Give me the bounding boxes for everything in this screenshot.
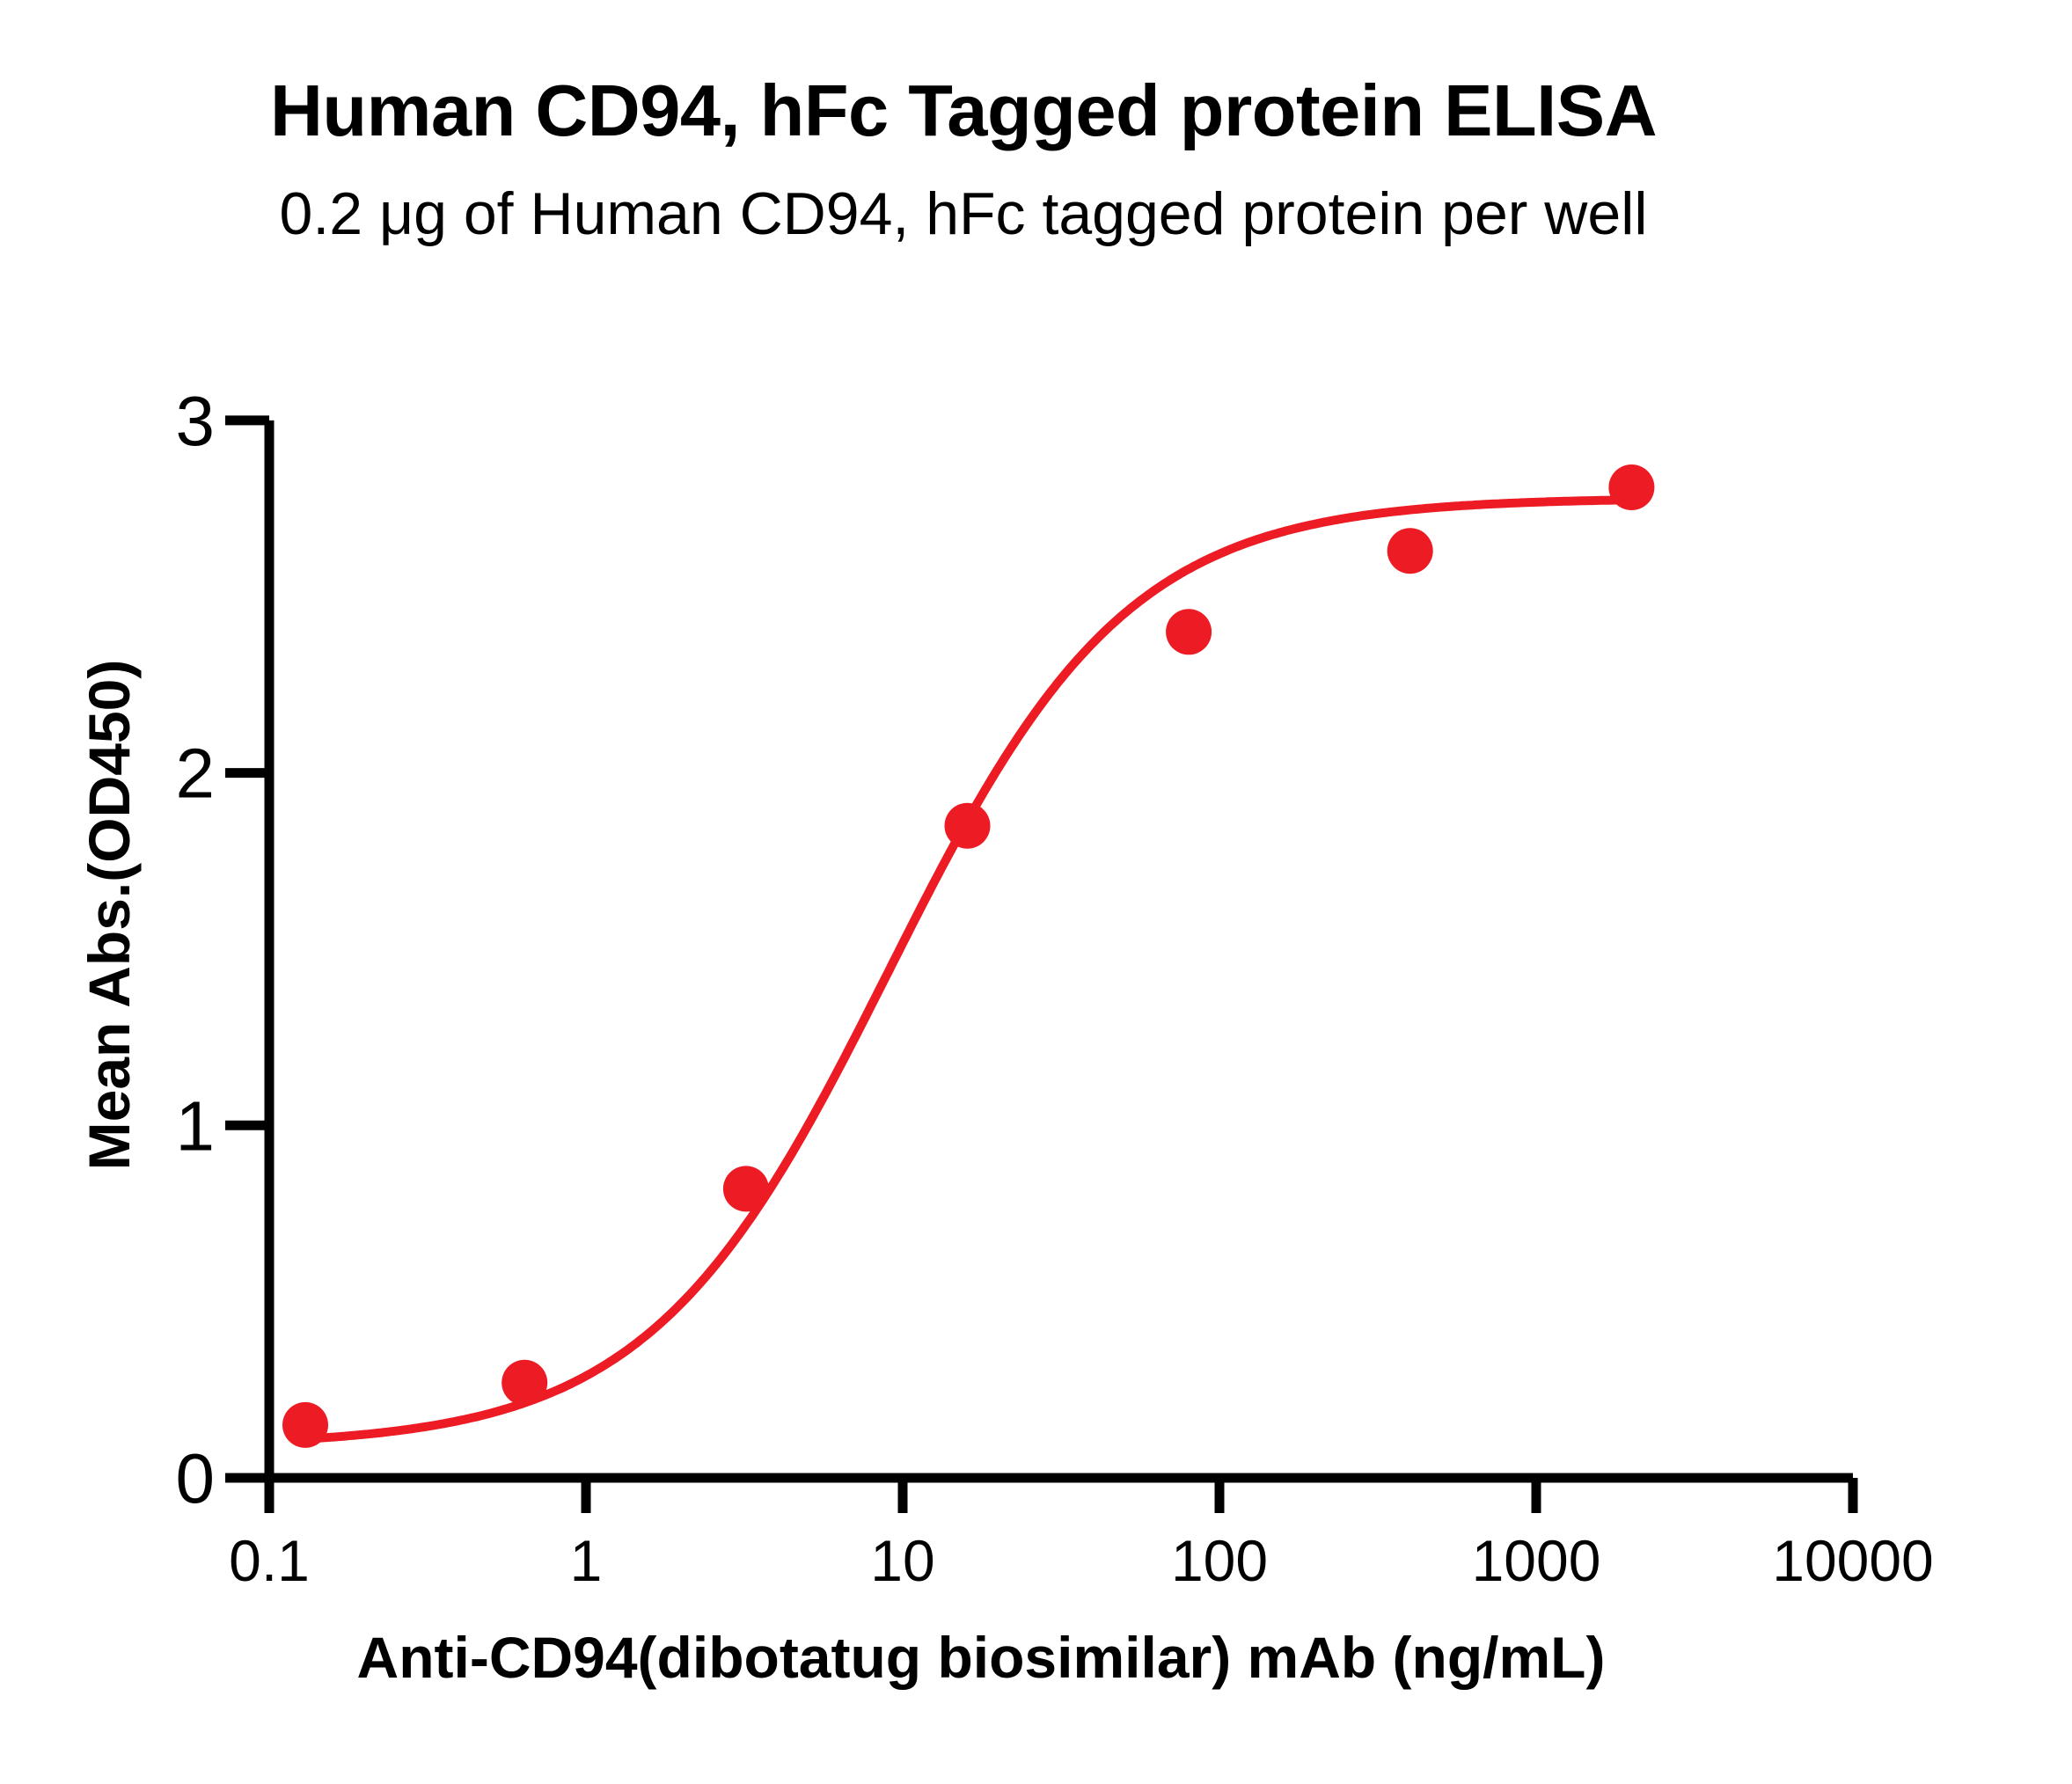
x-tick-label: 10 — [870, 1528, 934, 1593]
data-point — [502, 1359, 548, 1406]
x-tick-label: 100 — [1171, 1528, 1268, 1593]
y-tick-label: 2 — [176, 735, 216, 813]
y-tick-label: 3 — [176, 382, 216, 460]
y-tick-label: 0 — [176, 1439, 216, 1517]
data-point — [944, 802, 991, 849]
x-axis-label: Anti-CD94(dibotatug biosimilar) mAb (ng/… — [356, 1625, 1606, 1690]
chart-subtitle: 0.2 μg of Human CD94, hFc tagged protein… — [279, 180, 1648, 247]
fit-curve — [301, 495, 1636, 1444]
tick-marks — [225, 415, 1858, 1513]
x-tick-label: 0.1 — [229, 1528, 310, 1593]
data-point — [722, 1166, 769, 1212]
data-point — [282, 1401, 328, 1448]
data-point — [1608, 464, 1655, 510]
data-point — [1387, 528, 1433, 574]
chart-title: Human CD94, hFc Tagged protein ELISA — [269, 69, 1658, 151]
y-tick-label: 1 — [176, 1086, 216, 1165]
tick-labels: 0.1 1 10 100 1000 10000 0 1 2 3 — [176, 382, 1934, 1593]
fit-curve-path — [301, 495, 1636, 1444]
x-tick-label: 1000 — [1472, 1528, 1601, 1593]
x-tick-label: 1 — [570, 1528, 603, 1593]
axis-group — [264, 420, 1853, 1483]
data-point — [1166, 609, 1212, 655]
data-points — [282, 464, 1655, 1448]
x-tick-label: 10000 — [1772, 1528, 1934, 1593]
